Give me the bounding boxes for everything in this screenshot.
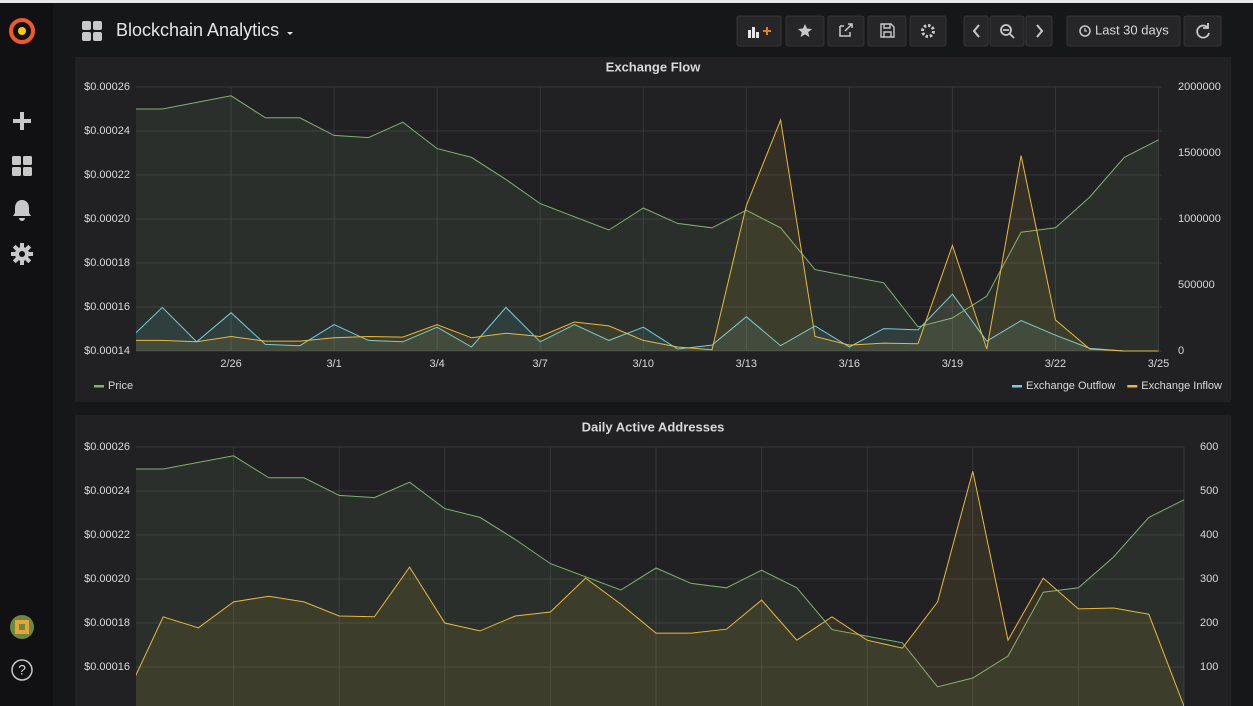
help-icon[interactable] (11, 659, 33, 681)
legend-swatch (1012, 385, 1022, 388)
panel-title: Daily Active Addresses (582, 419, 725, 434)
grafana-logo[interactable] (9, 18, 35, 44)
x-tick-label: 3/4 (430, 358, 445, 370)
zoom-out-button[interactable] (989, 15, 1025, 47)
y2-tick-label: 600 (1200, 441, 1218, 453)
dashboard-title[interactable]: Blockchain Analytics (116, 20, 279, 40)
y-tick-label: $0.00022 (84, 529, 130, 541)
add-panel-plus (763, 27, 771, 35)
x-tick-label: 2/26 (220, 358, 241, 370)
legend-label: Exchange Outflow (1026, 380, 1115, 392)
add-panel-icon (748, 27, 759, 38)
y2-tick-label: 1500000 (1178, 147, 1221, 159)
area (136, 455, 1184, 706)
area (136, 294, 1159, 351)
x-tick-label: 3/19 (942, 358, 963, 370)
y-tick-label: $0.00018 (84, 257, 130, 269)
y2-tick-label: 100 (1200, 661, 1218, 673)
x-tick-label: 3/22 (1045, 358, 1066, 370)
y-tick-label: $0.00018 (84, 617, 130, 629)
x-tick-label: 3/1 (326, 358, 341, 370)
y-tick-label: $0.00020 (84, 573, 130, 585)
clock-icon (1079, 25, 1091, 37)
legend-swatch (1127, 385, 1138, 388)
plot-area (136, 95, 1159, 352)
y-tick-label: $0.00026 (84, 441, 130, 453)
y-tick-label: $0.00016 (84, 661, 130, 673)
y2-tick-label: 400 (1200, 529, 1218, 541)
toolbar: Last 30 days (736, 15, 1222, 47)
sidebar (0, 3, 53, 706)
y2-tick-label: 1000000 (1178, 213, 1221, 225)
x-tick-label: 3/25 (1148, 358, 1169, 370)
series-line (136, 293, 1159, 352)
zoom-icon-lines (1003, 29, 1015, 39)
title-caret[interactable] (287, 32, 293, 35)
create-icon[interactable] (13, 112, 31, 130)
time-forward-button[interactable] (1025, 15, 1053, 47)
y-tick-label: $0.00022 (84, 169, 130, 181)
sidebar-icons (11, 112, 33, 265)
x-tick-label: 3/16 (839, 358, 860, 370)
y-tick-label: $0.00020 (84, 213, 130, 225)
zoom-icon (1000, 24, 1012, 36)
settings-gear (921, 24, 935, 38)
series-line (136, 95, 1159, 328)
time-picker[interactable] (1066, 15, 1181, 47)
legend-label: Price (108, 380, 133, 392)
y-tick-label: $0.00016 (84, 301, 130, 313)
y2-tick-label: 300 (1200, 573, 1218, 585)
avatar[interactable] (10, 615, 34, 639)
area (136, 95, 1159, 351)
save-button[interactable] (867, 15, 907, 47)
y-tick-label: $0.00026 (84, 81, 130, 93)
dashboards-icon[interactable] (12, 156, 32, 176)
back-icon (972, 24, 980, 38)
share-icon (839, 23, 853, 37)
time-range: Last 30 days (1095, 22, 1169, 37)
help-label: ? (18, 662, 26, 678)
area (136, 471, 1184, 706)
legend-swatch (94, 385, 104, 388)
series-line (136, 471, 1184, 706)
avatar-pattern (19, 624, 25, 630)
settings-icon[interactable] (11, 243, 33, 265)
series-line (136, 118, 1159, 352)
refresh-icon (1196, 23, 1210, 39)
y2-tick-label: 2000000 (1178, 81, 1221, 93)
x-tick-label: 3/7 (533, 358, 548, 370)
x-tick-label: 3/10 (633, 358, 654, 370)
star-icon (798, 24, 812, 37)
y2-tick-label: 200 (1200, 617, 1218, 629)
x-tick-label: 3/13 (736, 358, 757, 370)
legend-label: Exchange Inflow (1141, 380, 1222, 392)
window-edge (0, 0, 1253, 3)
y2-tick-label: 0 (1178, 345, 1184, 357)
y2-tick-label: 500000 (1178, 279, 1215, 291)
y-tick-label: $0.00024 (84, 485, 130, 497)
plot-area (136, 455, 1184, 706)
y2-tick-label: 500 (1200, 485, 1218, 497)
area (136, 120, 1159, 351)
panel-title: Exchange Flow (606, 59, 702, 74)
refresh-button[interactable] (1183, 15, 1222, 47)
clock-hands (1084, 28, 1087, 32)
dashboard-icon (82, 21, 102, 41)
panel (75, 415, 1231, 706)
forward-icon (1036, 24, 1044, 38)
settings-button[interactable] (909, 15, 947, 47)
series-line (136, 455, 1184, 688)
save-icon (880, 23, 895, 38)
y-tick-label: $0.00014 (84, 345, 130, 357)
alerts-icon[interactable] (13, 200, 31, 221)
logo-ring (9, 18, 35, 44)
time-back-button[interactable] (963, 15, 989, 47)
add-panel-button[interactable] (736, 15, 782, 47)
y-tick-label: $0.00024 (84, 125, 130, 137)
logo-core (18, 27, 26, 35)
